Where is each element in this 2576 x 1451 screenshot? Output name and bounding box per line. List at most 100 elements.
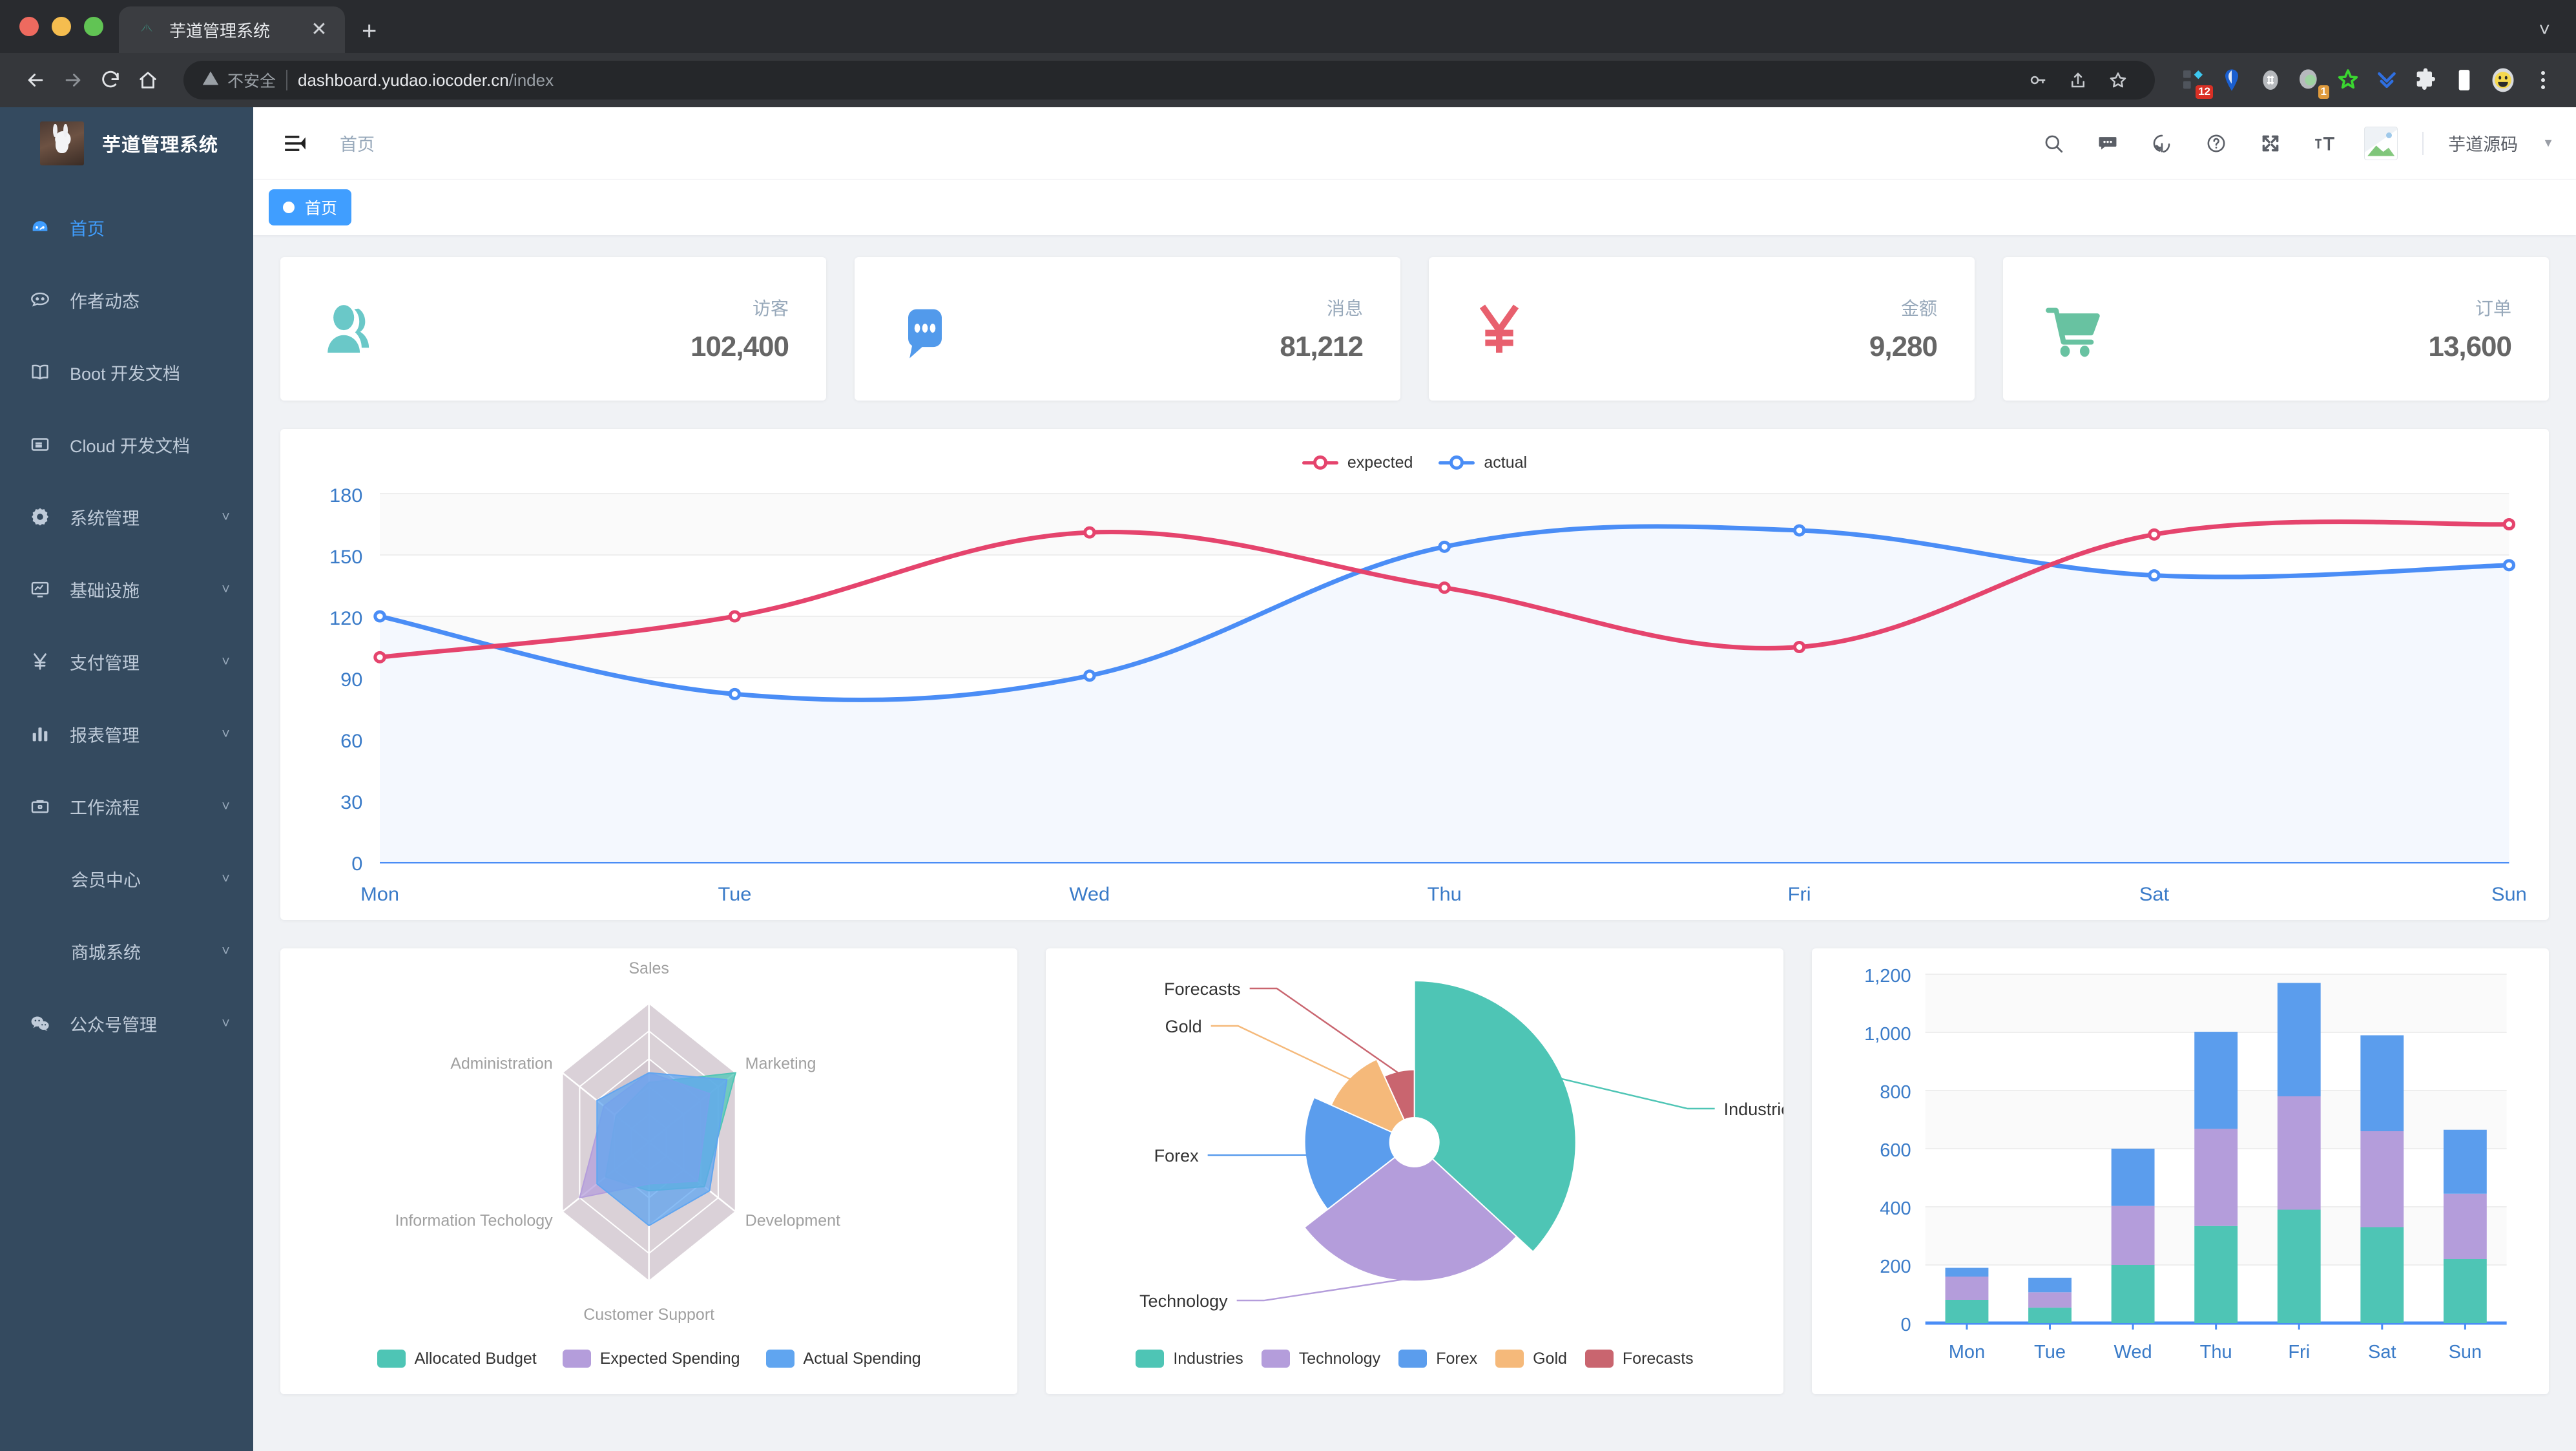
- chevron-down-icon[interactable]: ˅: [222, 581, 230, 597]
- extension-badge: 12: [2196, 85, 2213, 99]
- omnibox-actions: [2019, 61, 2137, 99]
- legend-item-technology[interactable]: Technology: [1261, 1349, 1381, 1368]
- extension-star-outline-icon[interactable]: [2333, 65, 2363, 95]
- stat-card-messages[interactable]: 消息 81,212: [855, 257, 1400, 401]
- reload-icon[interactable]: [92, 61, 129, 99]
- sidebar-item-system-management[interactable]: 系统管理 ˅: [0, 481, 253, 553]
- legend-item-allocated-budget[interactable]: Allocated Budget: [377, 1350, 537, 1368]
- extension-profile-avatar[interactable]: [2488, 65, 2518, 95]
- sidebar-logo-text: 芋道管理系统: [102, 135, 219, 156]
- legend-item-actual[interactable]: actual: [1439, 454, 1527, 472]
- chevron-down-icon[interactable]: ˅: [2539, 19, 2550, 41]
- legend-label: Technology: [1298, 1349, 1381, 1368]
- arrow-left-icon[interactable]: [17, 61, 54, 99]
- warning-triangle-icon: [202, 69, 220, 92]
- close-window-button[interactable]: [19, 17, 39, 36]
- extension-pin-icon[interactable]: [2217, 65, 2247, 95]
- sidebar-nav: 首页 作者动态 Boot 开发文档: [0, 180, 253, 1451]
- sidebar-item-report-management[interactable]: 报表管理 ˅: [0, 698, 253, 770]
- chevron-down-icon[interactable]: ˅: [222, 653, 230, 669]
- sidebar-item-mall-system[interactable]: 商城系统 ˅: [0, 915, 253, 987]
- legend-item-forecasts[interactable]: Forecasts: [1584, 1350, 1694, 1368]
- new-tab-button[interactable]: +: [362, 17, 377, 45]
- stat-value: 13,600: [2428, 331, 2512, 362]
- star-icon[interactable]: [2099, 61, 2137, 99]
- main-area: 首页: [253, 107, 2576, 1451]
- font-size-icon[interactable]: [2310, 129, 2340, 158]
- legend-swatch: [765, 1350, 795, 1368]
- chevron-down-icon[interactable]: ▼: [2542, 136, 2554, 149]
- extension-command-icon[interactable]: [2256, 65, 2285, 95]
- yen-icon: [27, 651, 53, 673]
- sidebar-item-payment-management[interactable]: 支付管理 ˅: [0, 625, 253, 698]
- navbar-actions: 芋道源码 ▼: [2039, 126, 2554, 160]
- minimize-window-button[interactable]: [52, 17, 71, 36]
- sidebar-item-wechat-management[interactable]: 公众号管理 ˅: [0, 987, 253, 1060]
- chevron-down-icon[interactable]: ˅: [222, 725, 230, 742]
- kebab-menu-icon[interactable]: [2527, 71, 2559, 89]
- stat-value: 9,280: [1869, 331, 1938, 362]
- chevron-down-icon[interactable]: ˅: [222, 798, 230, 814]
- extension-chevrons-down-icon[interactable]: [2372, 65, 2402, 95]
- svg-text:Customer Support: Customer Support: [583, 1306, 714, 1324]
- legend-item-industries[interactable]: Industries: [1136, 1350, 1243, 1368]
- sidebar-logo[interactable]: 芋道管理系统: [0, 107, 253, 180]
- message-chat-icon[interactable]: [2093, 129, 2123, 158]
- arrow-right-icon[interactable]: [54, 61, 92, 99]
- browser-tab[interactable]: 芋道管理系统 ✕: [119, 6, 345, 53]
- key-icon[interactable]: [2019, 61, 2057, 99]
- chevron-down-icon[interactable]: ˅: [222, 1015, 230, 1031]
- search-icon[interactable]: [2039, 129, 2068, 158]
- extension-phone-icon[interactable]: [2449, 65, 2479, 95]
- bottom-charts-row: Sales Marketing Development Customer Suppor…: [280, 948, 2549, 1394]
- sidebar-item-author-news[interactable]: 作者动态: [0, 264, 253, 336]
- sidebar-item-infrastructure[interactable]: 基础设施 ˅: [0, 553, 253, 625]
- stat-card-amount[interactable]: 金额 9,280: [1429, 257, 1975, 401]
- question-circle-icon[interactable]: [2201, 129, 2231, 158]
- radar-chart-panel: Sales Marketing Development Customer Suppor…: [280, 948, 1018, 1394]
- svg-text:Sales: Sales: [628, 959, 669, 977]
- top-navbar: 首页: [253, 107, 2576, 180]
- share-icon[interactable]: [2059, 61, 2097, 99]
- close-icon[interactable]: ✕: [311, 19, 327, 40]
- sidebar-item-member-center[interactable]: 会员中心 ˅: [0, 842, 253, 915]
- chevron-down-icon[interactable]: ˅: [222, 508, 230, 525]
- extension-circle-icon[interactable]: 1: [2294, 65, 2329, 99]
- svg-text:0: 0: [351, 853, 362, 875]
- maximize-window-button[interactable]: [84, 17, 103, 36]
- extension-puzzle-icon[interactable]: [2411, 65, 2440, 95]
- legend-item-gold[interactable]: Gold: [1495, 1350, 1567, 1368]
- stat-label: 消息: [1326, 298, 1363, 318]
- github-icon[interactable]: [2147, 129, 2177, 158]
- chevron-down-icon[interactable]: ˅: [222, 943, 230, 959]
- sidebar-item-workflow[interactable]: 工作流程 ˅: [0, 770, 253, 842]
- sidebar-item-cloud-docs[interactable]: Cloud 开发文档: [0, 408, 253, 481]
- chevron-down-icon[interactable]: ˅: [222, 870, 230, 886]
- home-icon[interactable]: [129, 61, 167, 99]
- legend-item-expected-spending[interactable]: Expected Spending: [562, 1350, 740, 1368]
- message-icon: [27, 289, 53, 311]
- stat-label: 金额: [1900, 298, 1937, 318]
- legend-label: expected: [1347, 453, 1413, 472]
- svg-text:Thu: Thu: [1428, 883, 1462, 905]
- avatar[interactable]: [2364, 126, 2398, 160]
- fullscreen-icon[interactable]: [2256, 129, 2285, 158]
- stat-card-orders[interactable]: 订单 13,600: [2003, 257, 2549, 401]
- sidebar-item-home[interactable]: 首页: [0, 191, 253, 264]
- user-name[interactable]: 芋道源码: [2448, 135, 2519, 154]
- page-tab-home[interactable]: 首页: [269, 189, 352, 225]
- legend-item-expected[interactable]: expected: [1302, 454, 1413, 472]
- sidebar-item-boot-docs[interactable]: Boot 开发文档: [0, 336, 253, 408]
- security-status[interactable]: 不安全: [202, 68, 276, 92]
- tab-title: 芋道管理系统: [169, 21, 271, 41]
- address-bar[interactable]: 不安全 dashboard.yudao.iocoder.cn/index: [183, 61, 2155, 99]
- folder-icon: [27, 433, 53, 455]
- legend-item-forex[interactable]: Forex: [1398, 1350, 1477, 1368]
- stat-card-visitors[interactable]: 访客 102,400: [280, 257, 826, 401]
- legend-item-actual-spending[interactable]: Actual Spending: [765, 1350, 921, 1368]
- url-domain: dashboard.yudao.iocoder.cn: [298, 70, 509, 90]
- page-body: 芋道管理系统 首页 作者动态: [0, 107, 2576, 1451]
- extension-blocks-icon[interactable]: 12: [2178, 65, 2213, 99]
- hamburger-fold-icon[interactable]: [279, 127, 311, 160]
- sidebar-item-label: 会员中心: [71, 870, 141, 890]
